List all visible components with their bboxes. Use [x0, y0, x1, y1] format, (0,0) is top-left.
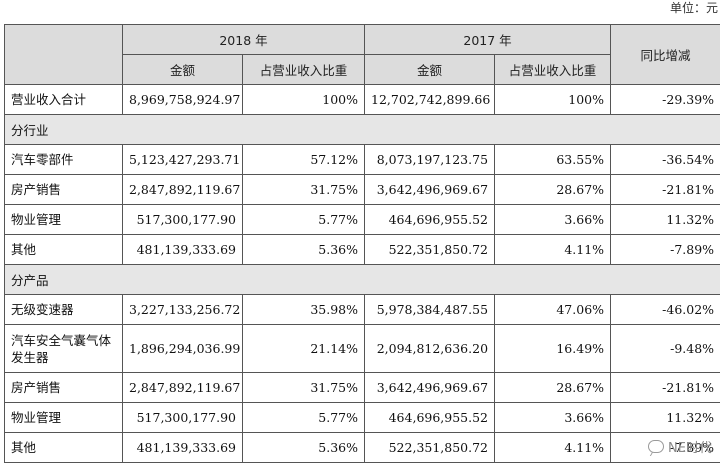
amount-2017: 8,073,197,123.75: [364, 144, 496, 175]
amount-2018: 8,969,758,924.97: [122, 84, 243, 115]
table-row: 汽车安全气囊气体发生器 1,896,294,036.99 21.14% 2,09…: [4, 324, 720, 373]
amount-2017: 3,642,496,969.67: [364, 174, 496, 205]
section-title-industry: 分行业: [3, 114, 720, 145]
table-row: 房产销售 2,847,892,119.67 31.75% 3,642,496,9…: [4, 372, 720, 403]
ratio-2018: 5.77%: [241, 204, 366, 235]
yoy-change: -9.48%: [610, 324, 720, 373]
ratio-2018: 5.77%: [241, 402, 366, 433]
ratio-2017: 3.66%: [494, 402, 612, 433]
header-amount-2017: 金额: [364, 54, 496, 85]
row-name: 其他: [4, 234, 123, 265]
table-row: 物业管理 517,300,177.90 5.77% 464,696,955.52…: [4, 204, 720, 235]
section-row-product: 分产品: [3, 264, 720, 295]
row-name: 营业收入合计: [4, 84, 123, 115]
table-row: 汽车零部件 5,123,427,293.71 57.12% 8,073,197,…: [4, 144, 720, 175]
header-amount-2018: 金额: [122, 54, 243, 85]
header-year-2018: 2018 年: [121, 24, 366, 55]
amount-2018: 2,847,892,119.67: [122, 174, 243, 205]
table-row: 房产销售 2,847,892,119.67 31.75% 3,642,496,9…: [4, 174, 720, 205]
yoy-change: -29.39%: [610, 84, 720, 115]
ratio-2017: 28.67%: [494, 372, 612, 403]
row-name: 物业管理: [4, 204, 123, 235]
ratio-2018: 31.75%: [241, 174, 366, 205]
ratio-2017: 63.55%: [494, 144, 612, 175]
amount-2017: 5,978,384,487.55: [364, 294, 496, 325]
yoy-change: -36.54%: [610, 144, 720, 175]
amount-2018: 3,227,133,256.72: [122, 294, 243, 325]
header-blank-cell: [4, 24, 123, 85]
table-row: 无级变速器 3,227,133,256.72 35.98% 5,978,384,…: [4, 294, 720, 325]
section-title-product: 分产品: [3, 264, 720, 295]
row-name: 物业管理: [4, 402, 123, 433]
yoy-change: 11.32%: [610, 204, 720, 235]
ratio-2018: 31.75%: [241, 372, 366, 403]
yoy-change: -7.89%: [610, 234, 720, 265]
table-row: 其他 481,139,333.69 5.36% 522,351,850.72 4…: [4, 234, 720, 265]
revenue-table: 2018 年 2017 年 同比增减 金额 占营业收入比重 金额 占营业收入比重…: [3, 24, 720, 463]
amount-2018: 1,896,294,036.99: [122, 324, 243, 373]
ratio-2018: 5.36%: [241, 432, 366, 463]
amount-2017: 464,696,955.52: [364, 204, 496, 235]
amount-2017: 12,702,742,899.66: [364, 84, 496, 115]
yoy-change: -21.81%: [610, 174, 720, 205]
ratio-2017: 28.67%: [494, 174, 612, 205]
amount-2018: 5,123,427,293.71: [122, 144, 243, 175]
yoy-change: -46.02%: [610, 294, 720, 325]
amount-2018: 481,139,333.69: [122, 234, 243, 265]
ratio-2018: 21.14%: [241, 324, 366, 373]
section-row-industry: 分行业: [3, 114, 720, 145]
unit-label: 单位：元: [669, 1, 718, 15]
ratio-2018: 100%: [241, 84, 366, 115]
row-name: 无级变速器: [4, 294, 123, 325]
ratio-2017: 47.06%: [494, 294, 612, 325]
amount-2018: 517,300,177.90: [122, 204, 243, 235]
amount-2017: 522,351,850.72: [364, 234, 496, 265]
ratio-2018: 57.12%: [241, 144, 366, 175]
amount-2018: 481,139,333.69: [122, 432, 243, 463]
row-name: 房产销售: [4, 372, 123, 403]
total-row: 营业收入合计 8,969,758,924.97 100% 12,702,742,…: [4, 84, 720, 115]
ratio-2017: 4.11%: [494, 432, 612, 463]
ratio-2017: 3.66%: [494, 204, 612, 235]
amount-2018: 2,847,892,119.67: [122, 372, 243, 403]
ratio-2017: 4.11%: [494, 234, 612, 265]
header-ratio-2017: 占营业收入比重: [494, 54, 612, 85]
yoy-change: -21.81%: [610, 372, 720, 403]
row-name: 汽车安全气囊气体发生器: [4, 324, 123, 373]
amount-2017: 464,696,955.52: [364, 402, 496, 433]
yoy-change: 11.32%: [610, 402, 720, 433]
ratio-2017: 16.49%: [494, 324, 612, 373]
amount-2017: 3,642,496,969.67: [364, 372, 496, 403]
row-name: 汽车零部件: [4, 144, 123, 175]
table-row: 其他 481,139,333.69 5.36% 522,351,850.72 4…: [4, 432, 720, 463]
row-name: 其他: [4, 432, 123, 463]
yoy-change: -7.89%: [610, 432, 720, 463]
ratio-2018: 5.36%: [241, 234, 366, 265]
amount-2018: 517,300,177.90: [122, 402, 243, 433]
ratio-2017: 100%: [494, 84, 612, 115]
header-ratio-2018: 占营业收入比重: [241, 54, 366, 85]
header-yoy: 同比增减: [610, 24, 720, 85]
row-name: 房产销售: [4, 174, 123, 205]
amount-2017: 2,094,812,636.20: [364, 324, 496, 373]
ratio-2018: 35.98%: [241, 294, 366, 325]
table-row: 物业管理 517,300,177.90 5.77% 464,696,955.52…: [4, 402, 720, 433]
amount-2017: 522,351,850.72: [364, 432, 496, 463]
header-year-2017: 2017 年: [364, 24, 612, 55]
